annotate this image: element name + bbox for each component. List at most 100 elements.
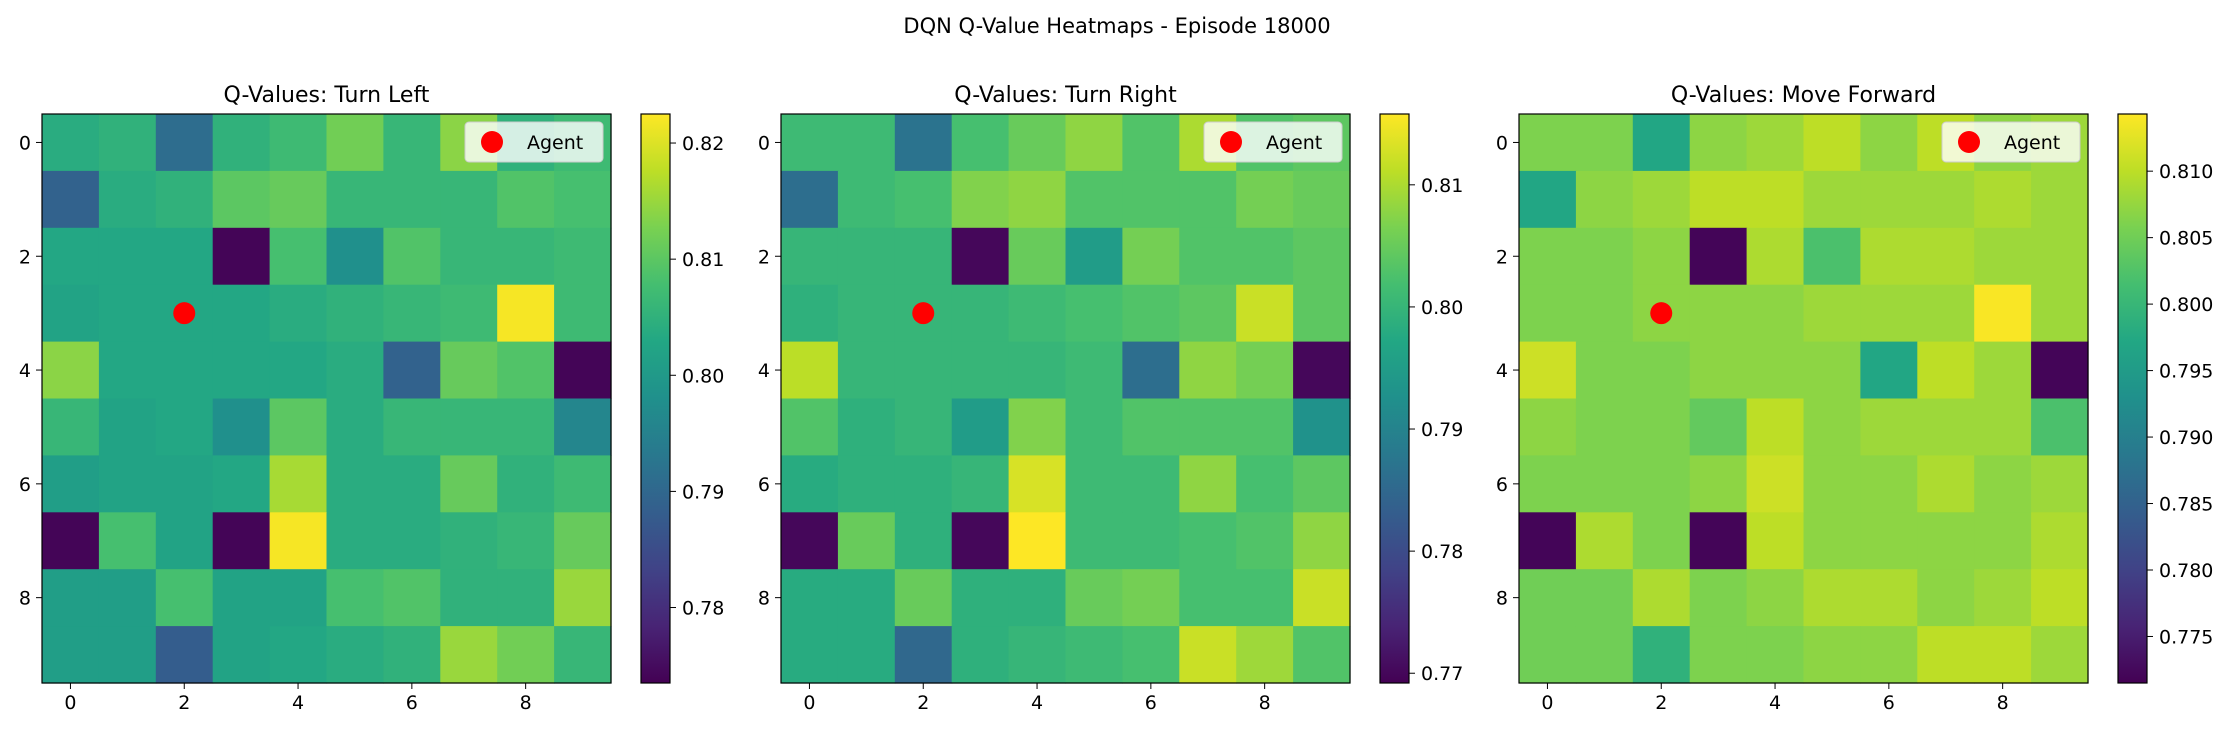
heatmap-cell: [1974, 284, 2032, 343]
heatmap-cell: [1803, 227, 1861, 286]
heatmap-cell: [1689, 455, 1748, 513]
colorbar-tick-label: 0.81: [682, 249, 724, 271]
heatmap-cell: [42, 341, 100, 400]
heatmap-cell: [837, 227, 896, 286]
heatmap-cell: [894, 626, 953, 684]
heatmap-cell: [1293, 569, 1351, 627]
heatmap-cell: [383, 398, 441, 456]
heatmap-cell: [269, 398, 328, 456]
heatmap-cell: [2031, 512, 2089, 570]
legend: Agent: [1941, 121, 2081, 163]
heatmap-cell: [1575, 512, 1634, 570]
x-tick-label: 0: [1541, 692, 1553, 714]
heatmap-cell: [951, 569, 1010, 627]
heatmap-cell: [440, 227, 498, 286]
heatmap-cell: [1575, 455, 1634, 513]
heatmap-cell: [1860, 114, 1918, 172]
heatmap-cell: [1860, 626, 1918, 684]
heatmap-cell: [212, 341, 271, 400]
heatmap-cell: [98, 114, 157, 172]
heatmap-cell: [42, 284, 100, 343]
heatmap-cell: [42, 170, 100, 229]
heatmap-cell: [269, 114, 328, 172]
heatmap-cell: [1803, 341, 1861, 400]
heatmap-cell: [1236, 398, 1294, 456]
legend-label: Agent: [2004, 132, 2060, 154]
heatmap-cell: [98, 170, 157, 229]
heatmap-cell: [98, 455, 157, 513]
heatmap-cell: [1746, 455, 1805, 513]
y-tick-label: 0: [758, 132, 770, 154]
heatmap-cell: [837, 398, 896, 456]
heatmap-cell: [497, 284, 555, 343]
legend-label: Agent: [527, 132, 583, 154]
heatmap-cell: [951, 284, 1010, 343]
heatmap-cell: [212, 114, 271, 172]
heatmap-cell: [1519, 512, 1577, 570]
heatmap-cell: [951, 455, 1010, 513]
colorbar-tick-label: 0.80: [682, 365, 724, 387]
agent-marker: [912, 302, 935, 325]
legend-agent-marker: [1958, 131, 1980, 153]
heatmap-cell: [98, 341, 157, 400]
heatmap-cell: [1803, 284, 1861, 343]
heatmap-cell: [1689, 569, 1748, 627]
panel-title: Q-Values: Turn Left: [224, 83, 430, 108]
heatmap-cell: [1575, 284, 1634, 343]
heatmap-cell: [554, 341, 612, 400]
heatmap-cell: [894, 569, 953, 627]
heatmap-cell: [1065, 284, 1123, 343]
heatmap-cell: [1632, 455, 1691, 513]
heatmap-cell: [326, 114, 384, 172]
y-tick-label: 2: [758, 246, 770, 268]
x-tick-label: 8: [520, 692, 532, 714]
heatmap-cell: [1065, 398, 1123, 456]
heatmap-cell: [1575, 341, 1634, 400]
heatmap-cell: [1065, 114, 1123, 172]
heatmap-cell: [894, 170, 953, 229]
y-tick-label: 6: [19, 474, 31, 496]
heatmap-cell: [1293, 626, 1351, 684]
heatmap-cell: [1917, 569, 1975, 627]
heatmap-cell: [1179, 284, 1237, 343]
x-tick-label: 8: [1259, 692, 1271, 714]
heatmap-cell: [1179, 569, 1237, 627]
heatmap-cell: [951, 626, 1010, 684]
heatmap-cell: [497, 341, 555, 400]
heatmap-cell: [1575, 626, 1634, 684]
heatmap-cell: [42, 227, 100, 286]
legend: Agent: [464, 121, 604, 163]
colorbar-tick-label: 0.82: [682, 133, 724, 155]
heatmap-cell: [837, 284, 896, 343]
heatmap-cell: [383, 114, 441, 172]
heatmap-cell: [1746, 227, 1805, 286]
heatmap-cell: [1689, 626, 1748, 684]
heatmap-cell: [1860, 341, 1918, 400]
heatmap-cell: [155, 170, 214, 229]
heatmap-cell: [1974, 626, 2032, 684]
heatmap-cell: [42, 512, 100, 570]
x-tick-label: 6: [1145, 692, 1157, 714]
heatmap-cell: [497, 569, 555, 627]
heatmap-cell: [1575, 398, 1634, 456]
heatmap-cell: [1008, 227, 1067, 286]
heatmap-cell: [1803, 398, 1861, 456]
heatmap-cell: [1122, 284, 1180, 343]
heatmap-cell: [497, 398, 555, 456]
heatmap-cell: [1974, 341, 2032, 400]
heatmap-cell: [440, 398, 498, 456]
legend-box: [1941, 121, 2081, 163]
heatmap-cell: [894, 512, 953, 570]
heatmap-cell: [781, 455, 839, 513]
heatmap-cell: [1179, 227, 1237, 286]
heatmap-cell: [98, 284, 157, 343]
heatmap-cell: [837, 569, 896, 627]
heatmap-cell: [1632, 626, 1691, 684]
heatmap-cell: [2031, 341, 2089, 400]
heatmap-cell: [1575, 114, 1634, 172]
heatmap-cell: [781, 284, 839, 343]
heatmap-cell: [212, 455, 271, 513]
heatmap-cell: [1293, 512, 1351, 570]
heatmap-cell: [1917, 341, 1975, 400]
